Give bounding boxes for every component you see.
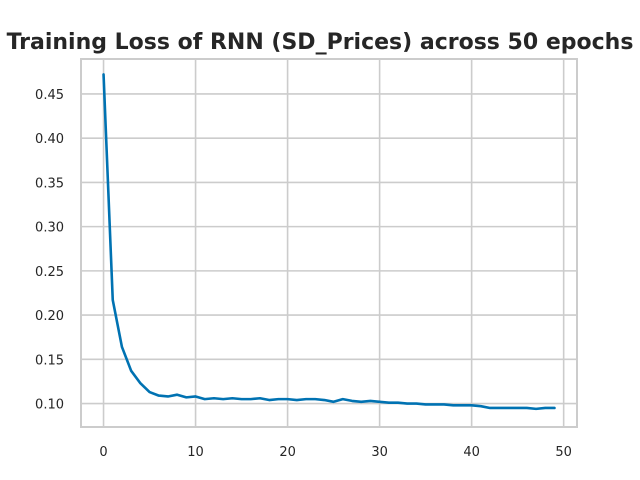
- y-tick-label: 0.10: [35, 398, 64, 413]
- x-tick-label: 20: [279, 445, 296, 460]
- y-tick-label: 0.30: [35, 221, 64, 236]
- x-tick-label: 30: [371, 445, 388, 460]
- y-tick-label: 0.25: [35, 265, 64, 280]
- x-tick-label: 0: [99, 445, 107, 460]
- loss-series-line: [102, 73, 556, 411]
- y-tick-label: 0.35: [35, 176, 64, 191]
- tick-labels: 0 10 20 30 40 50 0.10 0.15 0.20 0.25 0.30 0.35 0.40 0…: [35, 88, 572, 460]
- x-tick-label: 50: [555, 445, 572, 460]
- series-layer: [102, 73, 556, 411]
- y-tick-label: 0.45: [35, 88, 64, 103]
- y-tick-label: 0.15: [35, 353, 64, 368]
- x-tick-label: 40: [463, 445, 480, 460]
- x-tick-label: 10: [187, 445, 204, 460]
- grid-lines: [81, 59, 577, 427]
- y-tick-label: 0.20: [35, 309, 64, 324]
- y-tick-label: 0.40: [35, 132, 64, 147]
- chart-title: Training Loss of RNN (SD_Prices) across …: [7, 30, 634, 55]
- plot-area-frame: [80, 58, 578, 428]
